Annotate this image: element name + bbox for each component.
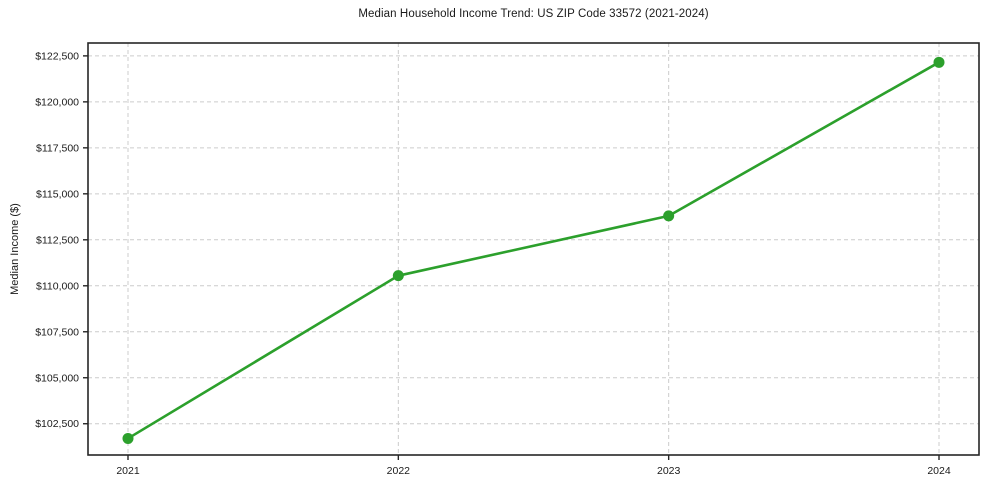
x-tick-label: 2022: [387, 465, 411, 477]
chart-title: Median Household Income Trend: US ZIP Co…: [358, 8, 709, 20]
y-tick-label: $117,500: [36, 142, 79, 154]
x-tick-label: 2023: [657, 465, 681, 477]
x-tick-label: 2024: [927, 465, 951, 477]
data-point-marker: [933, 56, 945, 68]
y-tick-label: $112,500: [36, 234, 79, 246]
data-point-marker: [122, 432, 134, 444]
y-tick-label: $107,500: [35, 326, 79, 338]
y-tick-label: $110,000: [36, 280, 79, 292]
y-tick-label: $102,500: [35, 418, 79, 430]
trend-line: [126, 61, 941, 440]
data-point-marker: [663, 210, 675, 222]
plot-border: [87, 42, 980, 456]
data-point-marker: [392, 270, 404, 282]
y-tick-label: $105,000: [35, 372, 79, 384]
y-tick-label: $122,500: [35, 50, 79, 62]
y-tick-label: $120,000: [35, 96, 79, 108]
x-tick-label: 2021: [116, 465, 140, 477]
y-tick-label: $115,000: [36, 188, 79, 200]
